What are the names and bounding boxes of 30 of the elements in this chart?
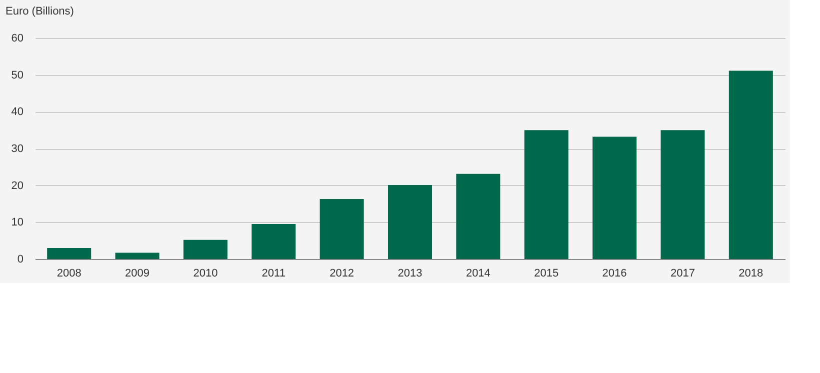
x-tick-label: 2018	[738, 268, 764, 280]
bar	[115, 252, 160, 259]
x-tick-label: 2015	[534, 268, 559, 280]
y-tick-label: 20	[11, 180, 24, 192]
x-tick-label: 2009	[125, 268, 150, 280]
bar	[456, 174, 500, 259]
y-tick-label: 60	[11, 32, 24, 44]
x-tick-label: 2008	[56, 268, 82, 280]
x-tick-label: 2017	[670, 268, 695, 280]
x-tick-label: 2012	[330, 268, 354, 280]
bar	[660, 130, 705, 259]
x-tick-label: 2016	[602, 268, 627, 280]
y-tick-label: 40	[11, 106, 24, 118]
bar	[252, 224, 296, 259]
y-tick-label: 30	[11, 143, 24, 155]
bar	[47, 248, 92, 259]
y-axis-title: Euro (Billions)	[6, 6, 74, 18]
y-tick-label: 50	[11, 69, 24, 82]
x-tick-label: 2014	[466, 268, 490, 280]
bar	[320, 198, 364, 259]
bar	[592, 136, 637, 259]
y-tick-label: 10	[11, 216, 24, 229]
bar	[388, 184, 432, 259]
x-tick-label: 2011	[262, 268, 286, 280]
bar	[183, 240, 228, 259]
bar	[524, 130, 568, 259]
x-tick-label: 2010	[193, 268, 218, 280]
y-tick-label: 0	[17, 254, 24, 266]
x-tick-label: 2013	[398, 268, 422, 280]
bar	[728, 70, 773, 259]
